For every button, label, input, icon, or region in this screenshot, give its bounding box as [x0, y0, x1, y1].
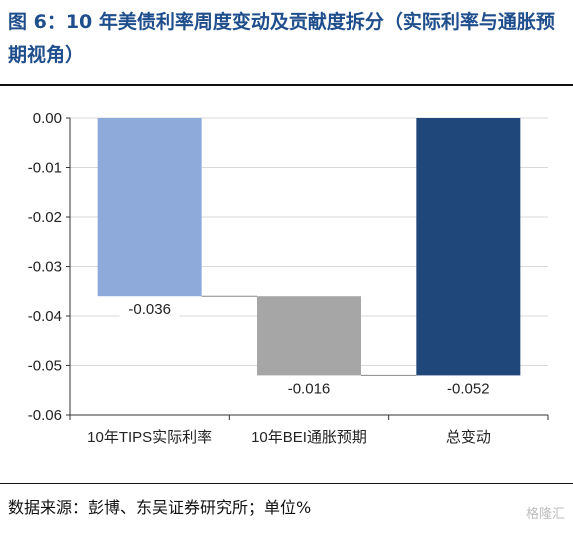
- y-tick-label: -0.05: [28, 358, 62, 375]
- chart-title: 图 6：10 年美债利率周度变动及贡献度拆分（实际利率与通胀预期视角）: [8, 11, 555, 66]
- data-label: -0.052: [447, 380, 490, 397]
- y-tick-label: -0.03: [28, 259, 62, 276]
- x-tick-label: 10年TIPS实际利率: [87, 429, 212, 446]
- source-note: 数据来源：彭博、东吴证券研究所；单位%: [8, 498, 312, 517]
- bar: [257, 296, 361, 376]
- x-axis: 10年TIPS实际利率 10年BEI通胀预期 总变动: [69, 414, 549, 446]
- y-tick-label: -0.01: [28, 160, 62, 177]
- data-label-bg: [438, 377, 499, 399]
- data-labels: -0.036 -0.016 -0.052: [119, 298, 499, 399]
- waterfall-chart: 0.00 -0.01 -0.02 -0.03 -0.04 -0.05 -0.06 -0.03…: [28, 110, 549, 446]
- data-label-bg: [279, 377, 339, 399]
- data-label: -0.016: [288, 380, 331, 397]
- top-rule: [0, 84, 573, 86]
- connectors: [201, 295, 417, 376]
- y-tick-label: -0.04: [28, 308, 62, 325]
- data-label-bg: [119, 298, 180, 320]
- data-label: -0.036: [128, 301, 171, 318]
- y-tick-label: -0.02: [28, 209, 62, 226]
- x-tick-label: 总变动: [446, 429, 491, 446]
- y-axis: 0.00 -0.01 -0.02 -0.03 -0.04 -0.05 -0.06: [28, 110, 71, 424]
- y-tick-label: 0.00: [33, 110, 62, 127]
- y-tick-label: -0.06: [28, 407, 62, 424]
- bottom-rule: [0, 483, 573, 484]
- bar: [97, 118, 202, 297]
- x-tick-label: 10年BEI通胀预期: [251, 429, 367, 446]
- bars: [97, 118, 521, 376]
- bar: [416, 118, 521, 376]
- watermark: 格隆汇: [525, 507, 565, 522]
